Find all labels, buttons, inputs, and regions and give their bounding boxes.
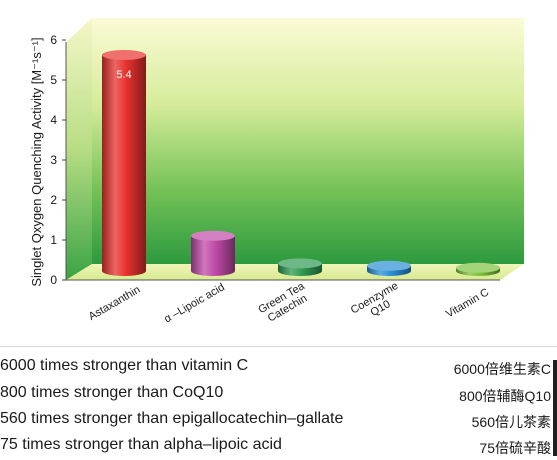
bar-top bbox=[456, 262, 500, 273]
y-tick-label: 3 bbox=[50, 153, 57, 167]
comparison-english: 560 times stronger than epigallocatechin… bbox=[0, 410, 344, 427]
bar-top bbox=[191, 230, 235, 241]
bar-top bbox=[367, 260, 411, 271]
plot-left-wall bbox=[66, 18, 92, 280]
bar-body bbox=[191, 235, 235, 276]
comparison-english: 75 times stronger than alpha–lipoic acid bbox=[0, 436, 282, 453]
bar bbox=[278, 258, 322, 276]
comparison-english: 6000 times stronger than vitamin C bbox=[0, 357, 249, 374]
x-tick-label: Vitamin C bbox=[444, 286, 491, 320]
comparison-row: 800 times stronger than CoQ10 800倍辅酶Q10 bbox=[0, 384, 557, 408]
comparison-chinese: 75倍硫辛酸 bbox=[479, 440, 551, 456]
bar-data-label: 5.4 bbox=[116, 69, 131, 81]
edge-shadow bbox=[553, 360, 557, 456]
comparison-chinese: 560倍儿茶素 bbox=[471, 414, 551, 430]
y-tick-label: 2 bbox=[50, 193, 57, 207]
y-axis-title: Singlet Qxygen Quenching Activity [M⁻¹s⁻… bbox=[29, 37, 44, 286]
bar bbox=[367, 260, 411, 276]
divider bbox=[0, 346, 557, 347]
bars: 5.4 bbox=[102, 50, 500, 276]
x-tick-label: α –Lipoic acid bbox=[162, 281, 226, 325]
comparison-row: 6000 times stronger than vitamin C 6000倍… bbox=[0, 357, 557, 381]
bar-chart: Singlet Qxygen Quenching Activity [M⁻¹s⁻… bbox=[29, 18, 524, 327]
bar bbox=[456, 262, 500, 276]
comparison-row: 75 times stronger than alpha–lipoic acid… bbox=[0, 436, 557, 460]
comparison-row: 560 times stronger than epigallocatechin… bbox=[0, 410, 557, 434]
bar bbox=[191, 230, 235, 276]
plot-back-wall bbox=[92, 18, 524, 264]
comparison-chinese: 800倍辅酶Q10 bbox=[459, 388, 551, 404]
y-tick-label: 5 bbox=[50, 73, 57, 87]
bar: 5.4 bbox=[102, 50, 146, 276]
bar-body bbox=[102, 55, 146, 276]
x-tick-label: Green TeaCatechin bbox=[256, 280, 313, 327]
comparison-chinese: 6000倍维生素C bbox=[453, 361, 551, 377]
y-tick-label: 0 bbox=[50, 273, 57, 287]
y-tick-label: 4 bbox=[50, 113, 57, 127]
x-tick-labels: Astaxanthin α –Lipoic acid Green TeaCatech… bbox=[87, 280, 491, 327]
y-tick-label: 6 bbox=[50, 33, 57, 47]
x-tick-label: Astaxanthin bbox=[87, 284, 143, 323]
y-ticks: 0 1 2 3 4 5 6 bbox=[50, 33, 66, 287]
y-tick-label: 1 bbox=[50, 233, 57, 247]
bar-top bbox=[278, 258, 322, 269]
bar-top bbox=[102, 50, 146, 60]
x-tick-label: CoenzymeQ10 bbox=[349, 280, 407, 327]
comparison-english: 800 times stronger than CoQ10 bbox=[0, 384, 224, 401]
